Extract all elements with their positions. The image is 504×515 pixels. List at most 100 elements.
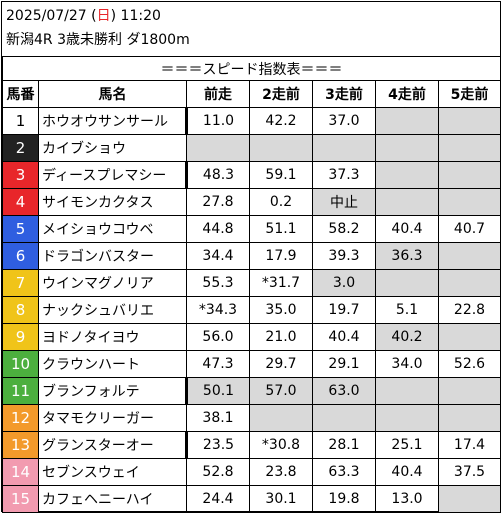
speed-index-cell: 40.2 — [375, 323, 439, 351]
speed-index-cell: 40.7 — [437, 215, 502, 243]
speed-index-cell — [249, 404, 313, 432]
race-info: 新潟4R 3歳未勝利 ダ1800m — [6, 32, 190, 48]
horse-number: 8 — [2, 296, 39, 324]
speed-index-cell: 19.7 — [312, 296, 376, 324]
horse-number: 12 — [2, 404, 39, 432]
horse-number: 14 — [2, 458, 39, 486]
horse-name: ブランフォルテ — [38, 377, 188, 405]
table-row: 4 サイモンカクタス 27.8 0.2 中止 — [2, 188, 502, 216]
horse-name: ディースプレマシー — [38, 161, 188, 189]
horse-name: ウインマグノリア — [38, 269, 187, 297]
horse-number: 4 — [2, 188, 39, 216]
speed-index-table: ＝＝＝スピード指数表＝＝＝ 馬番 馬名 前走 2走前 3走前 4走前 5走前 1… — [1, 56, 502, 513]
speed-index-cell: 34.0 — [375, 350, 439, 378]
speed-index-cell: 中止 — [312, 188, 376, 216]
table-row: 10 クラウンハート 47.3 29.7 29.1 34.0 52.6 — [2, 350, 502, 378]
table-row: 12 タマモクリーガー 38.1 — [2, 404, 502, 432]
race-date: 2025/07/27 — [6, 8, 87, 24]
horse-number: 3 — [2, 161, 39, 189]
table-row: 14 セブンスウェイ 52.8 23.8 63.3 40.4 37.5 — [2, 458, 502, 486]
speed-index-cell: 37.5 — [437, 458, 502, 486]
speed-index-cell: 36.3 — [375, 242, 439, 270]
speed-index-cell: 39.3 — [312, 242, 376, 270]
speed-index-cell: 40.4 — [312, 323, 376, 351]
horse-number: 10 — [2, 350, 39, 378]
horse-name: ヨドノタイヨウ — [38, 323, 187, 351]
speed-index-cell: 22.8 — [437, 296, 502, 324]
table-row: 13 グランスターオー 23.5 *30.8 28.1 25.1 17.4 — [2, 431, 502, 459]
speed-index-cell: 47.3 — [186, 350, 250, 378]
speed-index-cell: 42.2 — [249, 107, 313, 135]
horse-number: 15 — [2, 485, 39, 513]
table-title: ＝＝＝スピード指数表＝＝＝ — [1, 56, 502, 81]
speed-index-cell: 59.1 — [249, 161, 313, 189]
speed-index-cell — [437, 269, 502, 297]
speed-index-cell: 5.1 — [375, 296, 439, 324]
speed-index-cell: 37.0 — [312, 107, 376, 135]
horse-name: グランスターオー — [38, 431, 188, 459]
speed-index-cell — [437, 485, 502, 513]
speed-index-cell: *34.3 — [186, 296, 250, 324]
horse-name: ホウオウサンサール — [38, 107, 188, 135]
speed-index-cell: 63.3 — [312, 458, 376, 486]
speed-index-cell: 51.1 — [249, 215, 313, 243]
horse-name: ナックシュバリエ — [38, 296, 187, 324]
table-row: 6 ドラゴンバスター 34.4 17.9 39.3 36.3 — [2, 242, 502, 270]
speed-index-cell — [375, 404, 439, 432]
speed-index-cell: 29.7 — [249, 350, 313, 378]
speed-index-cell — [312, 134, 376, 162]
speed-index-cell: 13.0 — [375, 485, 439, 513]
race-time: 11:20 — [120, 8, 161, 24]
column-header-prev2: 2走前 — [249, 80, 313, 108]
table-row: 9 ヨドノタイヨウ 56.0 21.0 40.4 40.2 — [2, 323, 502, 351]
column-header-number: 馬番 — [2, 80, 39, 108]
table-row: 1 ホウオウサンサール 11.0 42.2 37.0 — [2, 107, 502, 135]
speed-index-cell — [375, 107, 439, 135]
speed-index-cell: *31.7 — [249, 269, 313, 297]
speed-index-cell — [437, 404, 502, 432]
horse-name: カイブショウ — [38, 134, 187, 162]
speed-index-cell: 0.2 — [249, 188, 313, 216]
speed-index-cell — [437, 377, 502, 405]
horse-name: メイショウコウベ — [38, 215, 187, 243]
table-row: 15 カフェヘニーハイ 24.4 30.1 19.8 13.0 — [2, 485, 502, 513]
speed-index-cell: 28.1 — [312, 431, 376, 459]
speed-index-cell: 63.0 — [312, 377, 376, 405]
speed-index-cell — [437, 107, 502, 135]
table-row: 5 メイショウコウベ 44.8 51.1 58.2 40.4 40.7 — [2, 215, 502, 243]
speed-index-cell — [375, 377, 439, 405]
speed-index-cell: 44.8 — [186, 215, 250, 243]
table-row: 8 ナックシュバリエ *34.3 35.0 19.7 5.1 22.8 — [2, 296, 502, 324]
speed-index-cell: 19.8 — [312, 485, 376, 513]
weekday-close: ) — [110, 8, 117, 24]
speed-index-cell — [437, 134, 502, 162]
speed-index-cell: 11.0 — [186, 107, 250, 135]
horse-number: 5 — [2, 215, 39, 243]
horse-number: 13 — [2, 431, 39, 459]
speed-index-cell — [437, 242, 502, 270]
column-header-name: 馬名 — [38, 80, 187, 108]
speed-index-cell: 23.8 — [249, 458, 313, 486]
speed-index-cell: 52.8 — [186, 458, 250, 486]
horse-number: 2 — [2, 134, 39, 162]
horse-number: 1 — [2, 107, 39, 135]
speed-index-cell: 17.4 — [437, 431, 502, 459]
column-header-prev5: 5走前 — [437, 80, 502, 108]
speed-index-cell — [375, 188, 439, 216]
speed-index-cell: 40.4 — [375, 215, 439, 243]
speed-index-cell — [437, 323, 502, 351]
speed-index-cell: 17.9 — [249, 242, 313, 270]
speed-index-cell: *30.8 — [249, 431, 313, 459]
horse-name: クラウンハート — [38, 350, 187, 378]
horse-name: カフェヘニーハイ — [38, 485, 187, 513]
speed-index-cell — [437, 188, 502, 216]
speed-index-cell: 25.1 — [375, 431, 439, 459]
table-row: 11 ブランフォルテ 50.1 57.0 63.0 — [2, 377, 502, 405]
speed-index-cell: 34.4 — [186, 242, 250, 270]
speed-index-cell: 3.0 — [312, 269, 376, 297]
speed-index-cell: 55.3 — [186, 269, 250, 297]
speed-index-cell: 37.3 — [312, 161, 376, 189]
speed-index-cell: 24.4 — [186, 485, 250, 513]
horse-number: 6 — [2, 242, 39, 270]
speed-index-cell — [186, 134, 250, 162]
